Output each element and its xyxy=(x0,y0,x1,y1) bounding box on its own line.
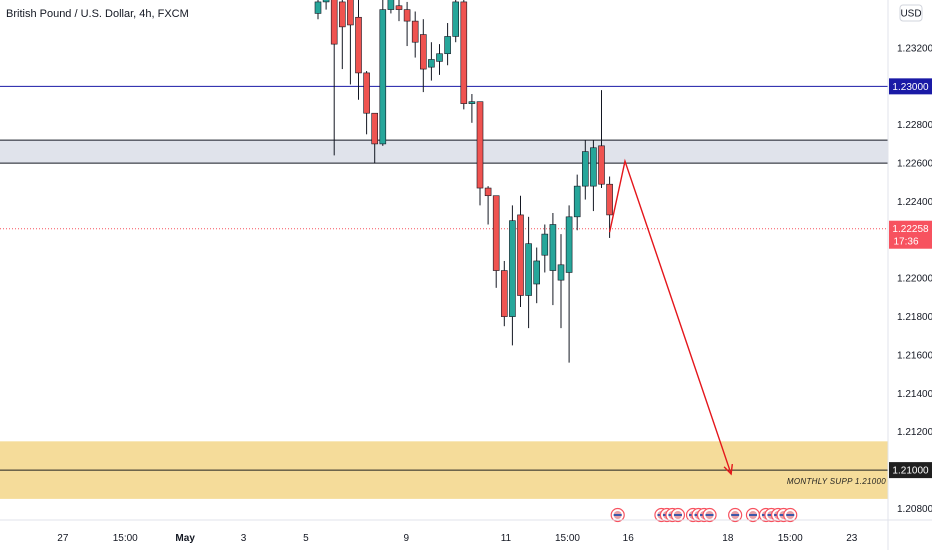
time-tick-label: 11 xyxy=(501,533,512,544)
price-tick-label: 1.21800 xyxy=(897,312,932,323)
candle-body xyxy=(411,20,419,43)
candle-body xyxy=(541,233,549,256)
price-tick-label: 1.22600 xyxy=(897,159,932,170)
candle-body xyxy=(606,183,613,216)
price-label-box-1 xyxy=(889,462,932,479)
candle-body xyxy=(436,53,443,62)
candle-body xyxy=(355,16,362,74)
price-label-timer: 17:36 xyxy=(893,237,918,248)
candle-body xyxy=(557,264,565,281)
candle-body xyxy=(460,1,468,104)
time-tick-label: 15:00 xyxy=(555,533,580,544)
monthly-support-annotation: MONTHLY SUPP 1.21000 xyxy=(787,477,886,486)
candle-body xyxy=(314,1,322,14)
time-tick-label: 18 xyxy=(722,533,734,544)
price-tick-label: 1.22400 xyxy=(897,197,932,208)
candle-body xyxy=(371,112,379,145)
candle-body xyxy=(484,187,492,197)
candle-body xyxy=(500,270,508,317)
marker-stripe xyxy=(673,514,682,516)
candle-body xyxy=(379,9,387,145)
zone-0 xyxy=(0,140,888,164)
time-tick-label: 15:00 xyxy=(113,533,138,544)
price-tick-label: 1.22000 xyxy=(897,274,932,285)
candle-body xyxy=(533,260,541,285)
event-marker-icon xyxy=(702,507,717,523)
candle-body xyxy=(347,0,354,26)
candle-body xyxy=(581,151,589,187)
price-label-box-2 xyxy=(889,220,932,249)
candle-body xyxy=(565,216,573,273)
event-marker-icon xyxy=(610,507,625,523)
candle-body xyxy=(573,185,581,218)
chart-title: British Pound / U.S. Dollar, 4h, FXCM xyxy=(6,8,189,20)
price-label-text: 1.23000 xyxy=(892,82,929,93)
candle-body xyxy=(387,0,395,10)
candle-body xyxy=(428,59,435,68)
price-label-text: 1.21000 xyxy=(892,466,929,477)
time-tick-label: 16 xyxy=(623,533,635,544)
price-tick-label: 1.21200 xyxy=(897,427,932,438)
projection-arrow xyxy=(608,158,734,476)
price-labels: 1.23000 1.21000 1.22258 17:36 xyxy=(889,78,932,479)
price-tick-label: 1.21400 xyxy=(897,389,932,400)
event-marker-icon xyxy=(670,507,686,523)
candle-body xyxy=(330,0,338,45)
horizontal-lines-layer xyxy=(0,85,888,471)
candle-body xyxy=(468,101,476,104)
candle-body xyxy=(403,9,411,22)
candles-layer xyxy=(314,0,613,363)
marker-stripe xyxy=(786,514,795,516)
event-markers-layer xyxy=(610,507,798,523)
event-marker-icon xyxy=(783,507,798,523)
candle-body xyxy=(525,243,532,296)
candle-body xyxy=(549,224,557,271)
projection-path xyxy=(608,158,732,475)
candle-body xyxy=(517,214,524,296)
currency-button[interactable]: USD xyxy=(899,4,923,22)
time-tick-label: May xyxy=(175,533,195,544)
event-marker-icon xyxy=(728,507,743,523)
candle-body xyxy=(322,0,330,3)
time-axis[interactable]: 27 15:00 May 3 5 9 11 15:00 16 18 15:00 23 xyxy=(57,533,858,544)
price-label-box-0 xyxy=(889,78,932,95)
candle-body xyxy=(419,34,427,70)
candle-body xyxy=(509,220,516,317)
candle-body xyxy=(395,5,403,10)
marker-stripe xyxy=(705,514,714,516)
time-tick-label: 5 xyxy=(303,533,309,544)
time-tick-label: 23 xyxy=(846,533,858,544)
candle-body xyxy=(444,36,451,55)
time-tick-label: 27 xyxy=(57,533,69,544)
time-tick-label: 15:00 xyxy=(778,533,803,544)
price-tick-label: 1.21600 xyxy=(897,350,932,361)
marker-stripe xyxy=(731,514,740,516)
time-tick-label: 9 xyxy=(404,533,410,544)
candle-body xyxy=(598,145,605,185)
time-tick-label: 3 xyxy=(241,533,247,544)
marker-stripe xyxy=(613,514,622,516)
candle-body xyxy=(476,101,484,189)
marker-stripe xyxy=(748,514,757,516)
price-tick-label: 1.20800 xyxy=(897,504,932,515)
price-tick-label: 1.22800 xyxy=(897,120,932,131)
currency-label: USD xyxy=(900,9,921,20)
candle-body xyxy=(492,195,500,271)
candle-body xyxy=(590,147,597,187)
price-tick-label: 1.23200 xyxy=(897,43,932,54)
candle-body xyxy=(338,1,346,28)
projection-arrowhead xyxy=(723,463,734,476)
price-axis[interactable]: 1.20800 1.21200 1.21400 1.21600 1.21800 1.220… xyxy=(897,43,932,515)
candle-body xyxy=(452,1,460,37)
candle-body xyxy=(363,72,370,114)
price-label-text: 1.22258 xyxy=(892,224,929,235)
